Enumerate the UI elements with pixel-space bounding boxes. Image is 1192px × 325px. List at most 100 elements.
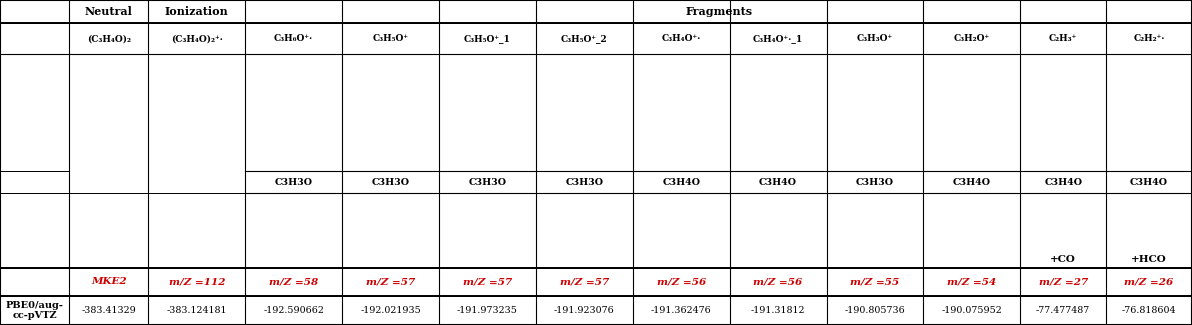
Bar [536, 54, 633, 171]
Bar [633, 171, 730, 193]
Text: -383.124181: -383.124181 [167, 306, 228, 315]
Bar [0, 171, 69, 193]
Bar [730, 54, 826, 171]
Text: -190.805736: -190.805736 [845, 306, 906, 315]
Text: Neutral: Neutral [85, 6, 132, 17]
Text: +CO: +CO [1050, 254, 1076, 264]
Text: C3H3O: C3H3O [856, 178, 894, 187]
Bar [536, 296, 633, 325]
Text: MKE2: MKE2 [91, 278, 126, 286]
Text: m/Z =26: m/Z =26 [1124, 278, 1174, 286]
Text: -190.075952: -190.075952 [942, 306, 1002, 315]
Bar [924, 54, 1020, 171]
Bar [148, 23, 246, 54]
Text: -76.818604: -76.818604 [1122, 306, 1177, 315]
Bar [148, 54, 246, 171]
Bar [69, 171, 148, 193]
Bar [633, 296, 730, 325]
Bar [633, 193, 730, 268]
Bar [730, 23, 826, 54]
Text: C₃H₆O⁺·: C₃H₆O⁺· [274, 34, 313, 43]
Bar [1106, 296, 1192, 325]
Bar [342, 268, 439, 296]
Bar [439, 268, 536, 296]
Bar [439, 296, 536, 325]
Bar [342, 296, 439, 325]
Text: C₃H₅O⁺_1: C₃H₅O⁺_1 [464, 34, 511, 43]
Text: C3H3O: C3H3O [565, 178, 603, 187]
Bar [439, 193, 536, 268]
Bar [826, 193, 924, 268]
Text: m/Z =58: m/Z =58 [269, 278, 318, 286]
Bar [1020, 193, 1106, 268]
Bar [1020, 268, 1106, 296]
Text: (C₃H₄O)₂⁺·: (C₃H₄O)₂⁺· [170, 34, 223, 43]
Bar [1020, 23, 1106, 54]
Bar [69, 54, 148, 171]
Bar [730, 268, 826, 296]
Text: -192.590662: -192.590662 [263, 306, 324, 315]
Bar [148, 193, 246, 268]
Bar [342, 23, 439, 54]
Text: C₃H₂O⁺: C₃H₂O⁺ [954, 34, 989, 43]
Bar [1106, 54, 1192, 171]
Text: C3H3O: C3H3O [372, 178, 410, 187]
Text: Ionization: Ionization [164, 6, 229, 17]
Text: -383.41329: -383.41329 [81, 306, 136, 315]
Bar [246, 23, 342, 54]
Bar [730, 193, 826, 268]
Bar [1106, 268, 1192, 296]
Bar [924, 296, 1020, 325]
Bar [0, 0, 69, 325]
Bar [0, 0, 69, 23]
Text: C3H3O: C3H3O [274, 178, 312, 187]
Bar [924, 171, 1020, 193]
Bar [148, 296, 246, 325]
Bar [826, 23, 924, 54]
Bar [0, 193, 69, 268]
Bar [826, 296, 924, 325]
Text: C3H4O: C3H4O [663, 178, 700, 187]
Text: -191.973235: -191.973235 [457, 306, 517, 315]
Bar [246, 0, 1192, 23]
Bar [826, 171, 924, 193]
Text: -191.923076: -191.923076 [554, 306, 615, 315]
Bar [633, 23, 730, 54]
Bar [826, 268, 924, 296]
Bar [1020, 171, 1106, 193]
Bar [536, 268, 633, 296]
Bar [924, 193, 1020, 268]
Bar [1106, 23, 1192, 54]
Text: m/Z =112: m/Z =112 [168, 278, 225, 286]
Text: +HCO: +HCO [1131, 254, 1167, 264]
Text: m/Z =56: m/Z =56 [657, 278, 706, 286]
Bar [0, 296, 69, 325]
Bar [1106, 193, 1192, 268]
Bar [439, 23, 536, 54]
Bar [1106, 171, 1192, 193]
Bar [1020, 296, 1106, 325]
Bar [69, 268, 148, 296]
Text: C3H3O: C3H3O [468, 178, 507, 187]
Bar [439, 171, 536, 193]
Bar [148, 0, 246, 23]
Bar [730, 171, 826, 193]
Text: C₂H₃⁺: C₂H₃⁺ [1049, 34, 1078, 43]
Text: -192.021935: -192.021935 [360, 306, 421, 315]
Text: C₃H₄O⁺·_1: C₃H₄O⁺·_1 [753, 34, 803, 43]
Text: m/Z =57: m/Z =57 [560, 278, 609, 286]
Bar [342, 54, 439, 171]
Bar [246, 193, 342, 268]
Text: m/Z =27: m/Z =27 [1038, 278, 1088, 286]
Text: C3H4O: C3H4O [1044, 178, 1082, 187]
Bar [439, 54, 536, 171]
Bar [924, 23, 1020, 54]
Text: Fragments: Fragments [685, 6, 752, 17]
Text: PBE0/aug-
cc-pVTZ: PBE0/aug- cc-pVTZ [6, 301, 63, 320]
Bar [148, 268, 246, 296]
Bar [633, 54, 730, 171]
Bar [826, 54, 924, 171]
Bar [246, 54, 342, 171]
Bar [246, 268, 342, 296]
Bar [0, 23, 69, 54]
